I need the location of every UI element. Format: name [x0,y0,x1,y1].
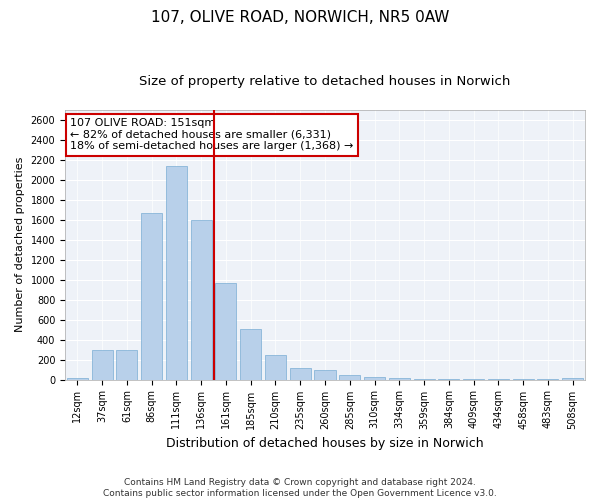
Bar [240,328,261,380]
Bar [290,368,311,380]
Y-axis label: Number of detached properties: Number of detached properties [15,157,25,332]
Text: Contains HM Land Registry data © Crown copyright and database right 2024.
Contai: Contains HM Land Registry data © Crown c… [103,478,497,498]
Bar [389,378,410,380]
Bar [191,220,212,380]
Bar [215,282,236,380]
Bar [339,375,360,380]
Bar [562,378,583,380]
Title: Size of property relative to detached houses in Norwich: Size of property relative to detached ho… [139,75,511,88]
Bar [67,378,88,380]
Bar [364,376,385,380]
Bar [116,350,137,380]
Text: 107 OLIVE ROAD: 151sqm
← 82% of detached houses are smaller (6,331)
18% of semi-: 107 OLIVE ROAD: 151sqm ← 82% of detached… [70,118,353,152]
Bar [314,370,335,380]
Bar [141,213,162,380]
Bar [92,350,113,380]
Bar [265,354,286,380]
Bar [166,166,187,380]
Text: 107, OLIVE ROAD, NORWICH, NR5 0AW: 107, OLIVE ROAD, NORWICH, NR5 0AW [151,10,449,25]
X-axis label: Distribution of detached houses by size in Norwich: Distribution of detached houses by size … [166,437,484,450]
